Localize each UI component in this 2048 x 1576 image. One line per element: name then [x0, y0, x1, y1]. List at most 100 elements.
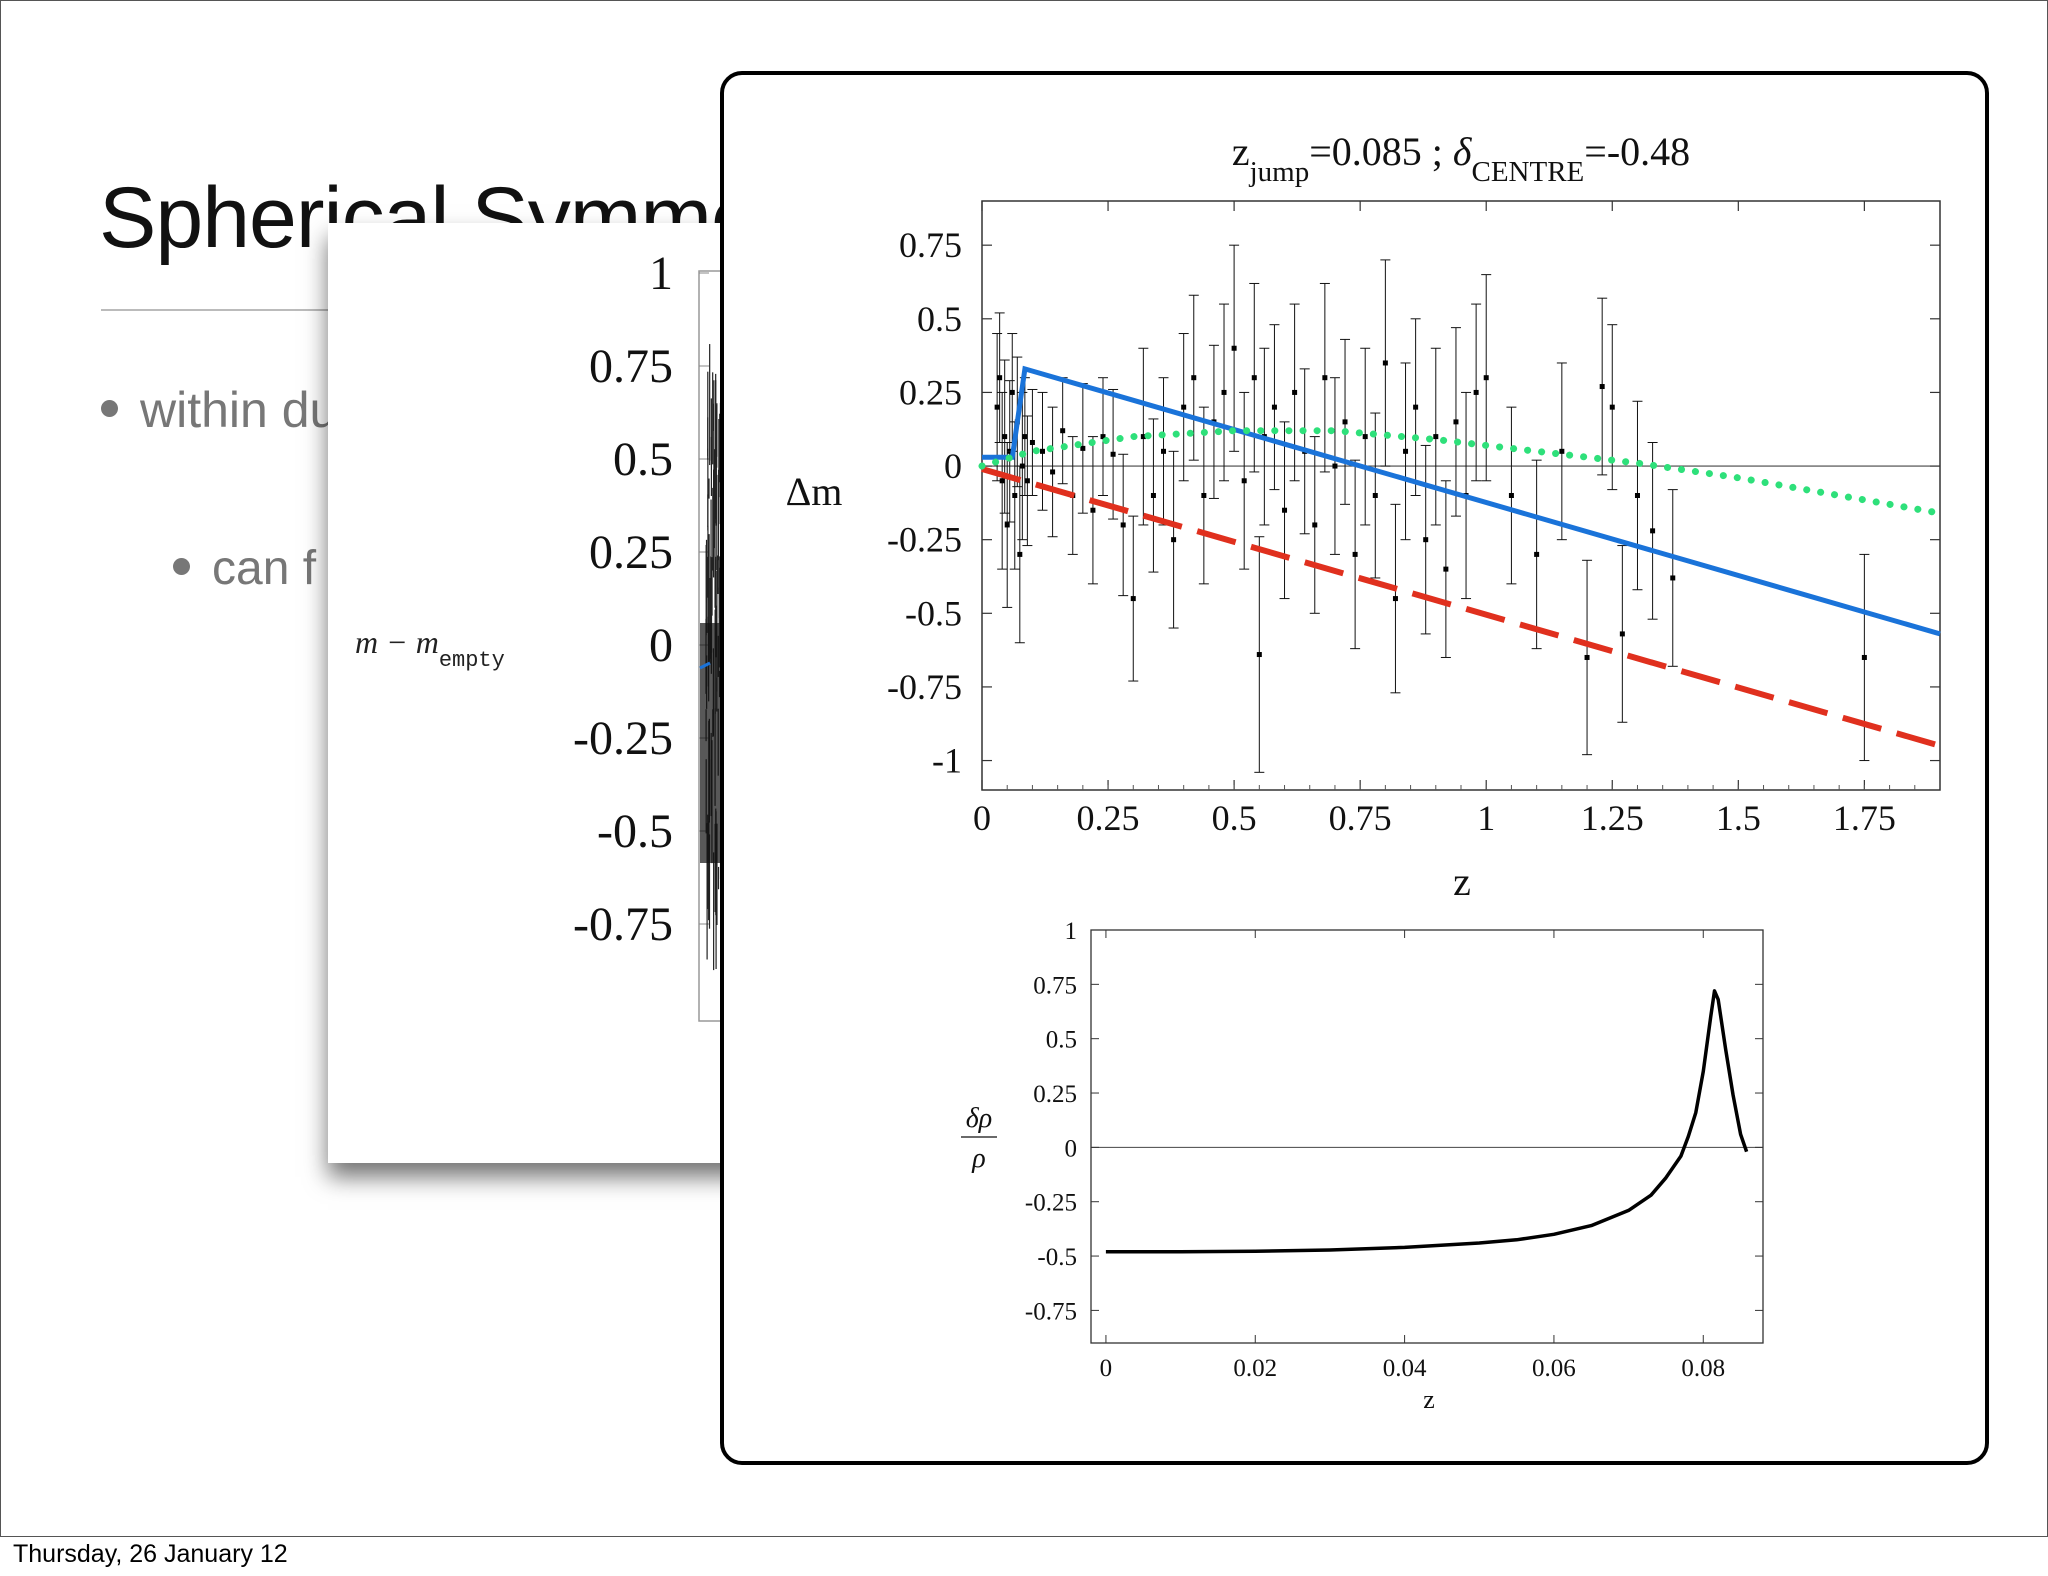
- main-data-point: [1599, 384, 1605, 390]
- main-data-point: [1634, 493, 1640, 498]
- main-data-point: [1282, 507, 1288, 513]
- main-data-point: [1322, 375, 1328, 381]
- main-data-point: [1017, 551, 1023, 557]
- main-data-point: [1423, 537, 1429, 543]
- main-y-tick-label: -0.5: [905, 593, 962, 633]
- main-data-point: [1453, 419, 1459, 425]
- background-y-tick-label: 1: [649, 247, 673, 300]
- main-data-point: [1221, 389, 1227, 395]
- main-data-point: [1110, 451, 1116, 457]
- main-data-point: [1619, 631, 1625, 637]
- density-x-axis-label: z: [1423, 1385, 1435, 1414]
- main-data-point: [1231, 345, 1237, 351]
- main-data-point: [1060, 428, 1066, 434]
- main-data-point: [1609, 404, 1615, 410]
- main-data-point: [1256, 652, 1262, 658]
- main-data-point: [1473, 389, 1479, 395]
- main-data-point: [1191, 375, 1197, 381]
- main-data-point: [1312, 522, 1318, 528]
- main-data-point: [1403, 448, 1409, 454]
- main-y-tick-label: -1: [932, 741, 962, 781]
- main-data-point: [1120, 522, 1126, 528]
- main-data-point: [1012, 493, 1018, 498]
- density-y-axis-label-num: δρ: [966, 1103, 992, 1134]
- main-data-point: [994, 404, 1000, 410]
- slide-footer-date: Thursday, 26 January 12: [13, 1540, 288, 1568]
- main-data-point: [1040, 448, 1046, 454]
- main-data-point: [997, 375, 1003, 381]
- main-y-tick-label: 0.75: [899, 225, 962, 265]
- slide: Spherical Symme within du can f 1 0.75 0.5…: [0, 0, 2048, 1537]
- figure-panel: zjump=0.085 ; δCENTRE=-0.48 0 0.25 0.5 0.75 1…: [720, 71, 1989, 1465]
- density-y-tick-label: 0: [1065, 1135, 1078, 1162]
- main-y-tick-label: -0.75: [887, 667, 962, 707]
- main-data-point: [1100, 434, 1106, 440]
- density-y-tick-label: 1: [1065, 918, 1078, 945]
- main-x-tick-label: 1.75: [1833, 798, 1896, 838]
- main-x-tick-label: 0.25: [1077, 798, 1140, 838]
- bullet-1-text: within du: [140, 382, 338, 438]
- background-y-tick-label: 0.5: [613, 433, 673, 486]
- main-data-point: [1584, 654, 1590, 660]
- main-data-point: [1483, 375, 1489, 381]
- main-data-point: [1050, 469, 1056, 475]
- density-y-tick-label: 0.25: [1033, 1081, 1077, 1108]
- main-x-tick-label: 1: [1477, 798, 1495, 838]
- background-model-line-blue: [699, 661, 711, 670]
- main-data-point: [1508, 493, 1514, 498]
- main-data-point: [1670, 575, 1676, 581]
- density-y-tick-label: -0.75: [1025, 1298, 1077, 1325]
- main-data-point: [1241, 478, 1247, 484]
- bullet-dot-icon: [101, 400, 118, 418]
- main-model-line-blue: [982, 365, 1941, 637]
- main-model-line-red: [981, 466, 1941, 749]
- main-y-tick-label: 0: [944, 446, 962, 486]
- background-y-tick-label: 0.75: [589, 340, 673, 393]
- main-data-point: [1559, 448, 1565, 454]
- background-y-tick-label: -0.75: [573, 898, 673, 951]
- density-y-tick-label: 0.5: [1046, 1027, 1077, 1054]
- main-data-point: [1004, 522, 1010, 528]
- main-data-point: [1332, 463, 1338, 469]
- bullet-2-text: can f: [212, 542, 317, 595]
- main-y-tick-label: -0.25: [887, 520, 962, 560]
- main-data-point: [1534, 551, 1540, 557]
- main-data-point: [1022, 434, 1028, 440]
- density-y-tick-label: 0.75: [1033, 972, 1077, 999]
- main-data-point: [1171, 537, 1177, 543]
- density-y-tick-label: -0.25: [1025, 1190, 1077, 1217]
- main-x-tick-label: 0.75: [1329, 798, 1392, 838]
- main-data-point: [1413, 404, 1419, 410]
- main-data-point: [1201, 493, 1207, 498]
- main-x-tick-label: 0.5: [1212, 798, 1257, 838]
- main-y-tick-label: 0.25: [899, 372, 962, 412]
- density-profile-curve: [1105, 989, 1749, 1254]
- main-data-point: [1251, 375, 1257, 381]
- bullet-dot-icon: [173, 557, 190, 575]
- density-y-axis-label-den: ρ: [971, 1143, 985, 1174]
- main-x-axis-label: z: [1453, 859, 1471, 904]
- bullet-2: can f: [173, 541, 316, 596]
- main-x-tick-label: 1.5: [1716, 798, 1761, 838]
- main-data-point: [1002, 434, 1008, 440]
- density-x-tick-label: 0.08: [1681, 1355, 1725, 1382]
- main-x-tick-label: 0: [973, 798, 991, 838]
- density-plot-frame: [1090, 929, 1764, 1344]
- background-y-tick-label: -0.5: [597, 805, 673, 858]
- main-data-point: [1352, 551, 1358, 557]
- main-data-point: [1271, 404, 1277, 410]
- main-data-point: [1161, 448, 1167, 454]
- main-chart-title: zjump=0.085 ; δCENTRE=-0.48: [1232, 129, 1690, 188]
- main-data-point: [1392, 596, 1398, 602]
- main-data-point: [1029, 439, 1035, 445]
- density-y-tick-label: -0.5: [1037, 1244, 1077, 1271]
- main-data-point: [1372, 493, 1378, 498]
- main-y-axis-label: Δm: [786, 469, 843, 514]
- main-model-line-green: [978, 427, 1944, 517]
- density-x-tick-label: 0.06: [1532, 1355, 1576, 1382]
- figure-charts: zjump=0.085 ; δCENTRE=-0.48 0 0.25 0.5 0.75 1…: [786, 129, 1944, 1414]
- main-data-point: [1342, 419, 1348, 425]
- main-data-point: [1019, 463, 1025, 469]
- main-data-point: [1362, 434, 1368, 440]
- main-data-point: [1130, 596, 1136, 602]
